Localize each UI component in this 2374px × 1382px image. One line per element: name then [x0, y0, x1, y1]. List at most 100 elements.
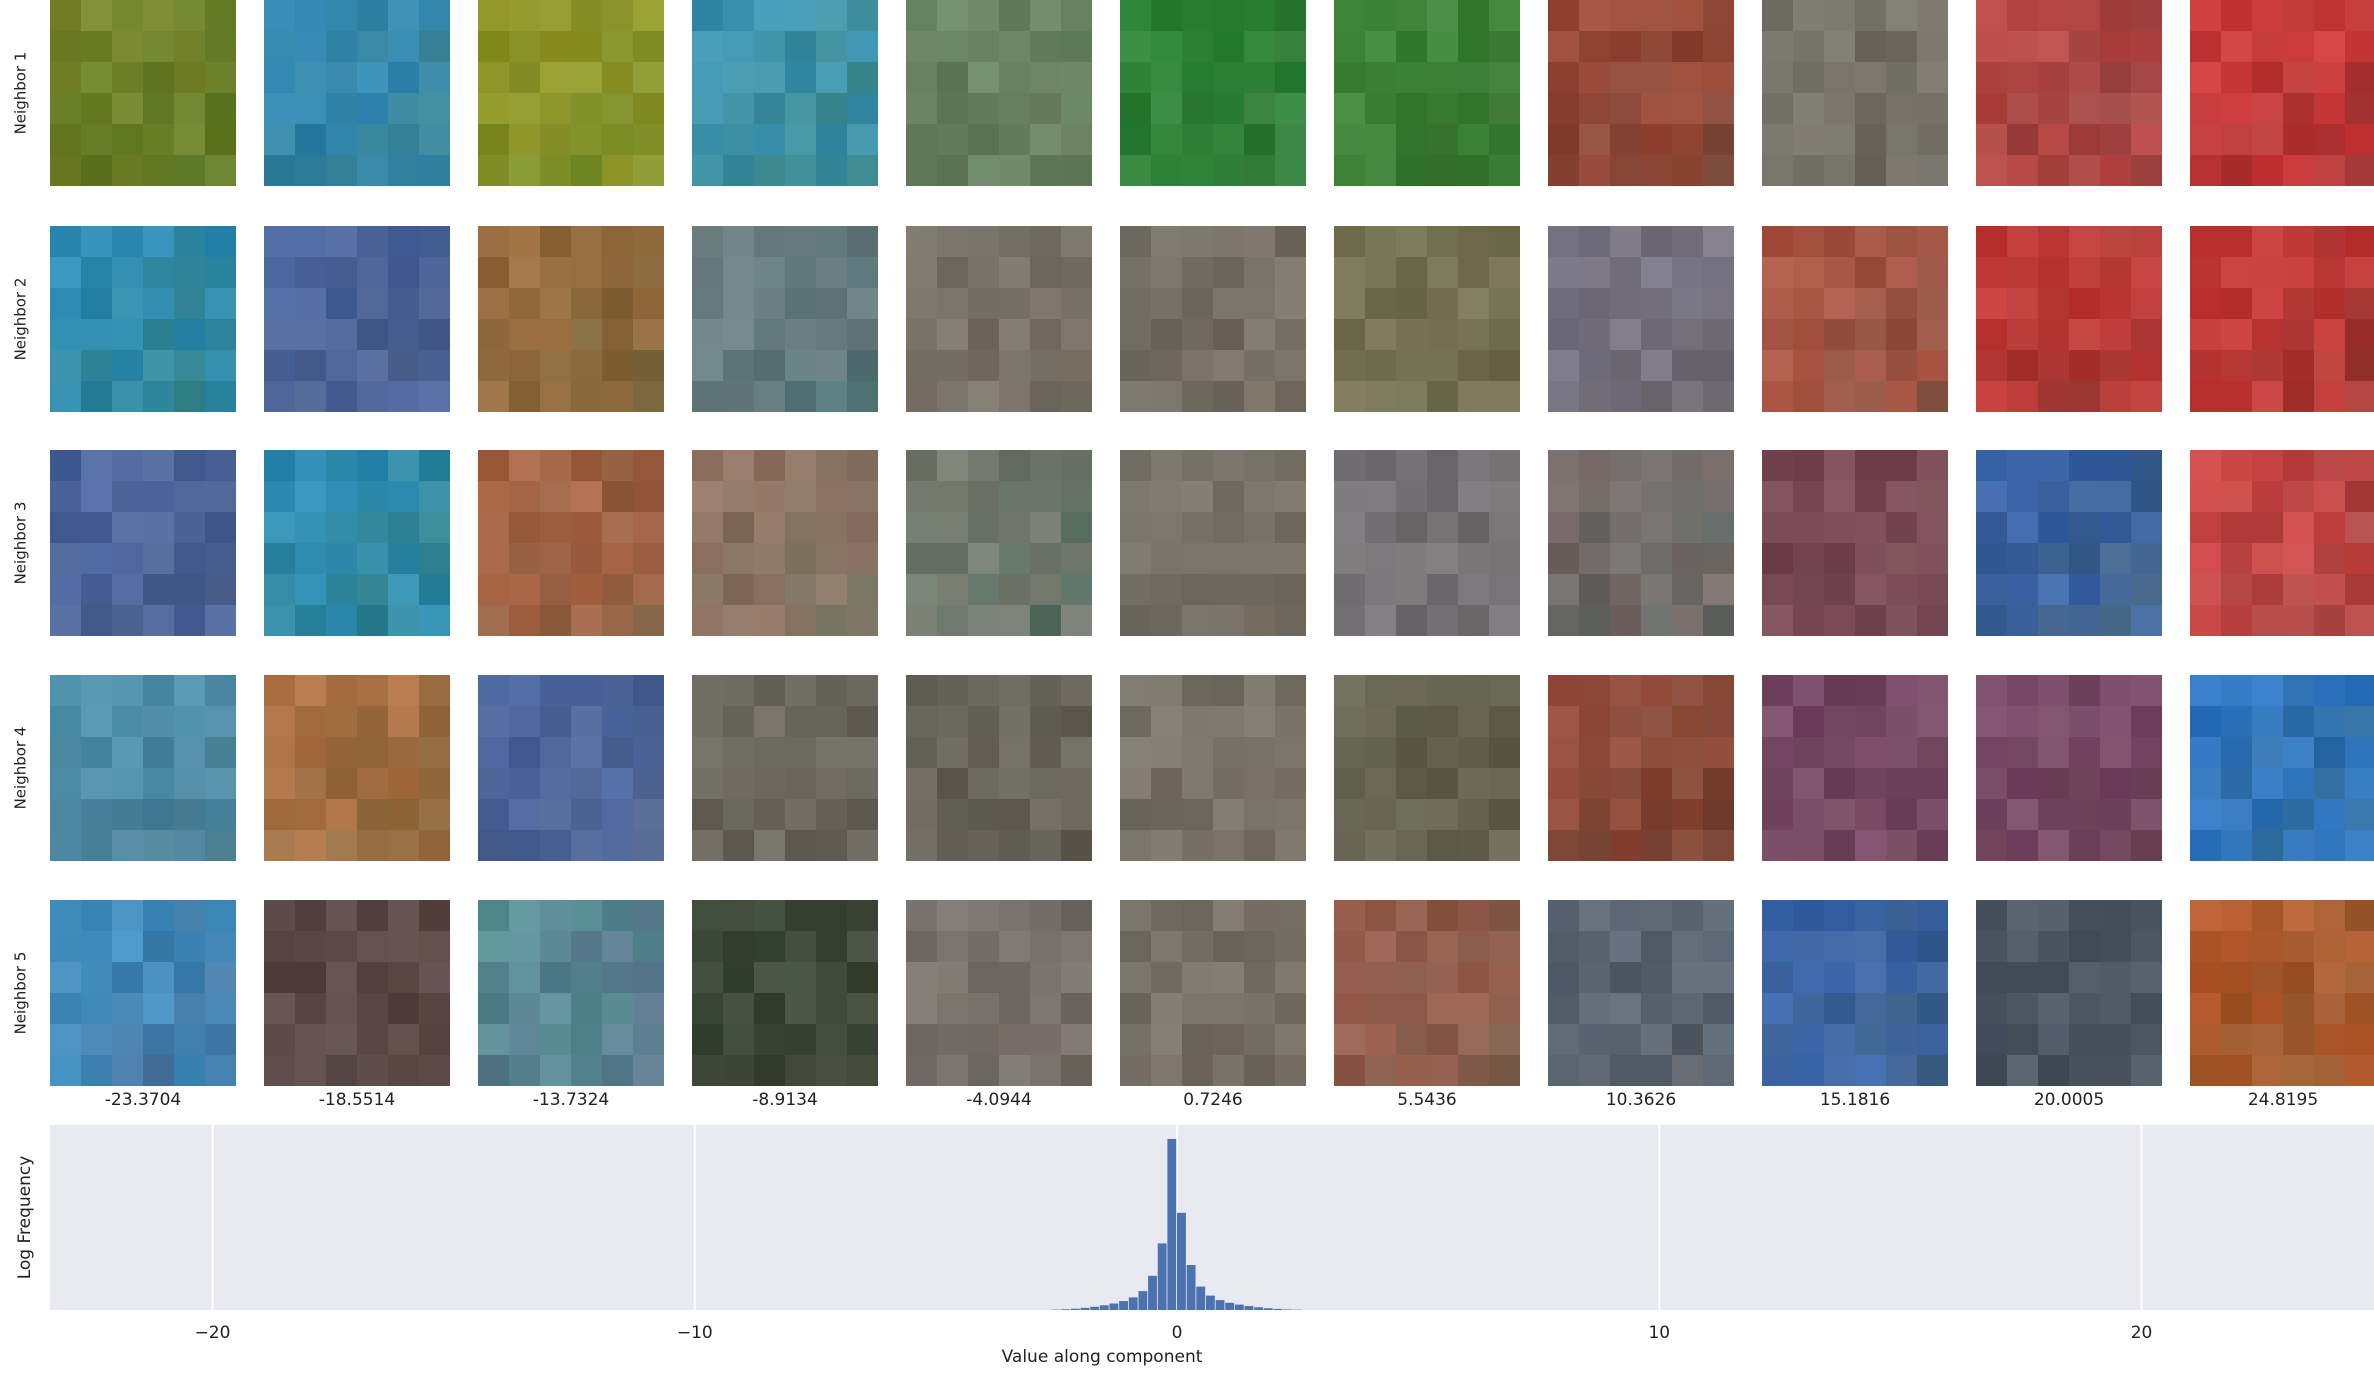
neighbor-tile	[1548, 226, 1734, 412]
column-value-label: 10.3626	[1605, 1090, 1677, 1110]
column-value-label: -4.0944	[966, 1090, 1032, 1110]
neighbor-tile	[1548, 450, 1734, 636]
neighbor-tile	[1762, 900, 1948, 1086]
neighbor-tile	[692, 226, 878, 412]
neighbor-tile	[264, 900, 450, 1086]
histogram-bar	[1080, 1307, 1090, 1310]
histogram-bar	[1244, 1306, 1254, 1310]
neighbor-tile	[50, 0, 236, 186]
neighbor-tile	[906, 226, 1092, 412]
neighbor-tile	[50, 675, 236, 861]
column-value-label: 0.7246	[1183, 1090, 1243, 1110]
neighbor-tile	[50, 226, 236, 412]
neighbor-tile	[50, 900, 236, 1086]
column-value-label: 5.5436	[1397, 1090, 1457, 1110]
neighbor-tile	[906, 0, 1092, 186]
histogram-bar	[1263, 1308, 1273, 1310]
x-tick-label: 0	[1172, 1323, 1183, 1343]
neighbor-tile	[1976, 226, 2162, 412]
column-value-label: 24.8195	[2247, 1090, 2319, 1110]
neighbor-tile	[1120, 900, 1306, 1086]
histogram-bar	[1283, 1309, 1292, 1310]
column-value-label: -23.3704	[104, 1090, 182, 1110]
x-tick-label: 20	[2131, 1323, 2153, 1343]
plot-background	[50, 1125, 2374, 1310]
histogram-bar	[1157, 1243, 1167, 1310]
histogram: −20 −10 0 10 20 Value along component Log Freq…	[15, 1125, 2374, 1367]
histogram-bar	[1061, 1309, 1071, 1310]
histogram-bar	[1196, 1286, 1206, 1310]
neighbor-tile	[692, 0, 878, 186]
x-axis-label: Value along component	[1002, 1347, 1203, 1367]
neighbor-tile	[1762, 0, 1948, 186]
histogram-bar	[1099, 1305, 1109, 1310]
neighbor-tile	[1548, 900, 1734, 1086]
neighbor-tile	[1334, 0, 1520, 186]
x-tick-label: −20	[195, 1323, 231, 1343]
neighbor-tile	[478, 226, 664, 412]
histogram-bar	[1177, 1212, 1186, 1310]
neighbor-tile	[1548, 675, 1734, 861]
neighbor-tile	[2190, 675, 2374, 861]
neighbor-tile	[1976, 675, 2162, 861]
neighbor-tile	[1976, 450, 2162, 636]
histogram-bar	[1119, 1301, 1129, 1310]
histogram-bar	[1138, 1291, 1148, 1310]
neighbor-tile	[2190, 450, 2374, 636]
neighbor-tile	[1120, 675, 1306, 861]
neighbor-tile	[1334, 675, 1520, 861]
neighbor-tile	[478, 0, 664, 186]
histogram-bar	[1109, 1303, 1119, 1310]
histogram-bar	[1186, 1265, 1196, 1310]
histogram-bar	[1128, 1297, 1138, 1310]
column-value-label: 15.1816	[1819, 1090, 1891, 1110]
neighbor-tile	[1334, 900, 1520, 1086]
histogram-bar	[1205, 1295, 1215, 1310]
column-value-label: -18.5514	[318, 1090, 396, 1110]
row-label: Neighbor 1	[11, 51, 30, 135]
neighbor-tile	[692, 900, 878, 1086]
neighbor-tile	[692, 675, 878, 861]
neighbor-tile	[1976, 900, 2162, 1086]
row-label: Neighbor 5	[11, 951, 30, 1035]
neighbor-tile	[1120, 450, 1306, 636]
row-label: Neighbor 4	[11, 726, 30, 810]
row-label: Neighbor 2	[11, 277, 30, 361]
neighbor-tile	[1120, 0, 1306, 186]
neighbor-tile	[906, 900, 1092, 1086]
x-tick-label: −10	[677, 1323, 713, 1343]
x-tick-label: 10	[1648, 1323, 1670, 1343]
neighbor-tile	[1976, 0, 2162, 186]
y-axis-label: Log Frequency	[15, 1156, 35, 1280]
neighbor-tile	[1120, 226, 1306, 412]
neighbor-tile	[2190, 900, 2374, 1086]
neighbor-tile	[264, 675, 450, 861]
neighbor-tile	[478, 450, 664, 636]
histogram-bar	[1215, 1300, 1225, 1310]
neighbor-tile	[906, 675, 1092, 861]
neighbor-tile	[2190, 0, 2374, 186]
histogram-bar	[1167, 1139, 1177, 1310]
neighbor-tile	[478, 900, 664, 1086]
histogram-bar	[1254, 1307, 1264, 1310]
column-value-label: -8.9134	[752, 1090, 818, 1110]
neighbor-tile	[264, 450, 450, 636]
neighbor-tile	[1334, 450, 1520, 636]
neighbor-tile	[1762, 450, 1948, 636]
neighbor-tile	[1762, 226, 1948, 412]
neighbor-tile	[264, 0, 450, 186]
histogram-bar	[1273, 1308, 1283, 1310]
row-label: Neighbor 3	[11, 501, 30, 585]
neighbor-tile	[50, 450, 236, 636]
neighbor-tile	[1548, 0, 1734, 186]
neighbor-tile	[264, 226, 450, 412]
neighbor-tile	[906, 450, 1092, 636]
histogram-bar	[1225, 1302, 1235, 1310]
neighbor-tile	[692, 450, 878, 636]
column-value-label: -13.7324	[532, 1090, 610, 1110]
histogram-bar	[1234, 1304, 1244, 1310]
neighbor-tile	[1762, 675, 1948, 861]
neighbor-tile	[478, 675, 664, 861]
neighbor-grid: Neighbor 1 Neighbor 2 Neighbor 3 Neighbor 4…	[11, 0, 2374, 1110]
column-value-label: 20.0005	[2033, 1090, 2105, 1110]
